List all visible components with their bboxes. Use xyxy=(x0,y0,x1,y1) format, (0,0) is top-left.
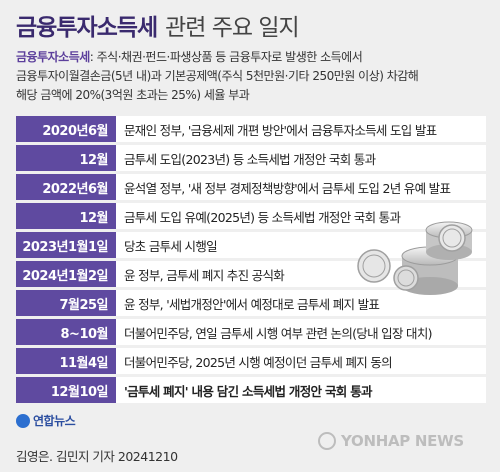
timeline: 2020년6월 문재인 정부, '금융세제 개편 방안'에서 금융투자소득세 도… xyxy=(16,116,486,406)
title-sub: 관련 주요 일지 xyxy=(165,15,300,41)
logo-text: 연합뉴스 xyxy=(33,414,76,428)
coin-stack-icon xyxy=(357,221,473,295)
timeline-date: 8~10월 xyxy=(16,319,116,345)
title-main: 금융투자소득세 xyxy=(16,15,158,41)
watermark-text: YONHAP NEWS xyxy=(341,432,464,450)
timeline-event: 문재인 정부, '금융세제 개편 방안'에서 금융투자소득세 도입 발표 xyxy=(124,122,437,138)
timeline-date: 2023년1월1일 xyxy=(16,232,116,258)
timeline-event: 더불어민주당, 연일 금투세 시행 여부 관련 논의(당내 입장 대치) xyxy=(124,325,433,341)
yonhap-logo: 연합뉴스 xyxy=(16,412,76,429)
timeline-event: 윤 정부, 금투세 폐지 추진 공식화 xyxy=(124,267,285,283)
description-line-1-rest: : 주식·채권·펀드·파생상품 등 금융투자로 발생한 소득에서 xyxy=(89,50,363,64)
timeline-row: 12월 금투세 도입 유예(2025년) 등 소득세법 개정안 국회 통과 xyxy=(16,203,486,229)
page-title: 금융투자소득세 관련 주요 일지 xyxy=(16,8,300,42)
description-line-1: 금융투자소득세: 주식·채권·펀드·파생상품 등 금융투자로 발생한 소득에서 xyxy=(16,48,486,67)
timeline-event: 더불어민주당, 2025년 시행 예정이던 금투세 폐지 동의 xyxy=(124,354,393,370)
timeline-event: 윤석열 정부, '새 정부 경제정책방향'에서 금투세 도입 2년 유예 발표 xyxy=(124,180,451,196)
timeline-date: 2024년1월2일 xyxy=(16,261,116,287)
timeline-row: 2020년6월 문재인 정부, '금융세제 개편 방안'에서 금융투자소득세 도… xyxy=(16,116,486,142)
timeline-event: 윤 정부, '세법개정안'에서 예정대로 금투세 폐지 발표 xyxy=(124,296,380,312)
timeline-event: 금투세 도입(2023년) 등 소득세법 개정안 국회 통과 xyxy=(124,151,376,167)
credit-line: 김영은. 김민지 기자 20241210 xyxy=(16,449,178,464)
timeline-row: 7월25일 윤 정부, '세법개정안'에서 예정대로 금투세 폐지 발표 xyxy=(16,290,486,316)
timeline-date: 11월4일 xyxy=(16,348,116,374)
timeline-date: 12월 xyxy=(16,145,116,171)
timeline-row: 11월4일 더불어민주당, 2025년 시행 예정이던 금투세 폐지 동의 xyxy=(16,348,486,374)
timeline-date: 2022년6월 xyxy=(16,174,116,200)
watermark-ring-icon xyxy=(318,432,336,450)
timeline-event: '금투세 폐지' 내용 담긴 소득세법 개정안 국회 통과 xyxy=(124,383,373,399)
timeline-event: 금투세 도입 유예(2025년) 등 소득세법 개정안 국회 통과 xyxy=(124,209,401,225)
timeline-row: 12월 금투세 도입(2023년) 등 소득세법 개정안 국회 통과 xyxy=(16,145,486,171)
description-line-2: 금융투자이월결손금(5년 내)과 기본공제액(주식 5천만원·기타 250만원 … xyxy=(16,69,419,83)
timeline-date: 7월25일 xyxy=(16,290,116,316)
timeline-date: 12월10일 xyxy=(16,377,116,403)
timeline-date: 12월 xyxy=(16,203,116,229)
description-term: 금융투자소득세 xyxy=(16,50,90,64)
timeline-row: 8~10월 더불어민주당, 연일 금투세 시행 여부 관련 논의(당내 입장 대… xyxy=(16,319,486,345)
description: 금융투자소득세: 주식·채권·펀드·파생상품 등 금융투자로 발생한 소득에서 … xyxy=(16,48,486,105)
timeline-event: 당초 금투세 시행일 xyxy=(124,238,218,254)
timeline-row: 2022년6월 윤석열 정부, '새 정부 경제정책방향'에서 금투세 도입 2… xyxy=(16,174,486,200)
timeline-date: 2020년6월 xyxy=(16,116,116,142)
timeline-row-final: 12월10일 '금투세 폐지' 내용 담긴 소득세법 개정안 국회 통과 xyxy=(16,377,486,403)
description-line-3: 해당 금액에 20%(3억원 초과는 25%) 세율 부과 xyxy=(16,88,250,102)
logo-icon xyxy=(16,413,30,428)
watermark: YONHAP NEWS xyxy=(318,432,464,450)
